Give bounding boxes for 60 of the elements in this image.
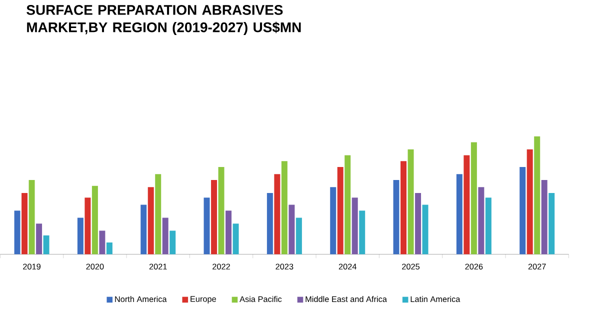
bar [470, 142, 477, 254]
bar [359, 210, 366, 254]
bar [330, 186, 336, 254]
x-tick-label: 2020 [86, 264, 104, 270]
bar [226, 210, 232, 254]
bar [534, 136, 540, 254]
bar [211, 180, 218, 254]
chart-title: SURFACE PREPARATION ABRASIVES MARKET,BY REGION (2019-2027) US$MN [26, 4, 301, 35]
bar [266, 192, 273, 254]
bar [170, 230, 176, 254]
x-tick-label: 2023 [276, 264, 294, 270]
x-tick-label: 2024 [338, 264, 356, 270]
x-tick-label: 2027 [528, 264, 546, 270]
bar [148, 186, 154, 254]
bar [14, 210, 20, 254]
bar [232, 223, 239, 254]
bar [400, 160, 407, 254]
bar [520, 166, 526, 254]
bar [140, 204, 147, 254]
bar [526, 149, 533, 254]
bar [344, 155, 351, 254]
bar [478, 186, 484, 254]
bar [456, 174, 462, 254]
bar [43, 235, 50, 254]
bar [393, 180, 400, 254]
bar [77, 218, 84, 254]
bar [464, 155, 470, 254]
bar [415, 192, 422, 254]
bar [218, 166, 224, 254]
bar [92, 186, 98, 254]
bar [204, 198, 210, 254]
bar [28, 180, 35, 254]
bar [485, 198, 492, 254]
bar [422, 204, 428, 254]
bar [162, 218, 168, 254]
bar [36, 223, 42, 254]
bar [281, 160, 288, 254]
bar [274, 174, 280, 254]
x-tick-label: 2022 [212, 264, 230, 270]
x-tick-label: 2021 [149, 264, 167, 270]
bar [541, 180, 548, 254]
legend-label: Europe [190, 296, 216, 304]
legend-label: Asia Pacific [240, 296, 282, 302]
bar [408, 149, 414, 254]
bar [288, 204, 295, 254]
bar [296, 218, 302, 254]
bar [155, 174, 162, 254]
legend-label: North America [115, 296, 167, 302]
bar [99, 230, 106, 254]
bar [84, 198, 91, 254]
bar [548, 192, 555, 254]
x-tick-label: 2019 [23, 264, 40, 270]
x-tick-label: 2025 [402, 264, 420, 270]
legend-label: Middle East and Africa [306, 296, 387, 302]
bar [106, 242, 112, 254]
bar [22, 192, 28, 254]
x-tick-label: 2026 [465, 264, 483, 270]
legend-label: Latin America [410, 296, 460, 302]
bar [352, 198, 358, 254]
bar [337, 166, 344, 254]
